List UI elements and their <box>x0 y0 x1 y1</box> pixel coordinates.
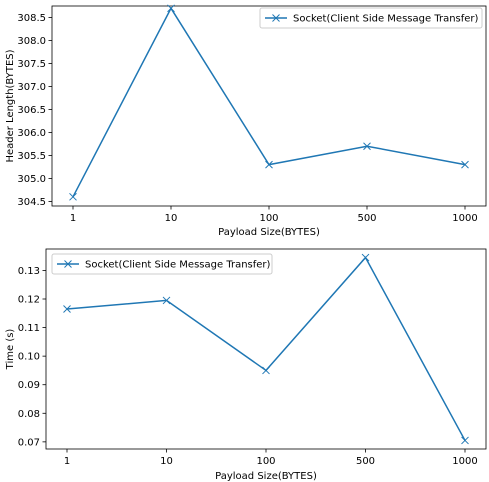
chart-header-length: 1 10 100 500 1000 304.5 305.0 305.5 306.0 306.5 30… <box>5 4 487 238</box>
legend-label: Socket(Client Side Message Transfer) <box>85 260 271 271</box>
x-tick-label: 100 <box>259 213 278 224</box>
y-tick-label: 0.13 <box>18 266 40 277</box>
chart-time: 1 10 100 500 1000 0.07 0.08 0.09 0.10 0.11 0.12 0.1… <box>5 248 487 482</box>
y-tick-label: 0.10 <box>18 352 40 363</box>
y-tick-label: 305.0 <box>17 174 46 185</box>
y-tick-label: 0.12 <box>18 295 40 306</box>
data-point-marker <box>69 192 77 201</box>
x-axis-label: Payload Size(BYTES) <box>218 227 320 238</box>
legend-marker <box>64 260 72 268</box>
legend-box <box>51 253 273 275</box>
legend: Socket(Client Side Message Transfer) <box>259 7 483 29</box>
data-point-marker <box>461 160 469 169</box>
y-tick-label: 306.0 <box>17 128 46 139</box>
x-tick-label: 10 <box>160 456 173 467</box>
series-line <box>72 6 466 198</box>
x-tick-label: 10 <box>165 213 178 224</box>
data-point-marker <box>361 253 370 262</box>
x-tick-label: 100 <box>256 456 275 467</box>
legend-marker <box>272 14 280 22</box>
y-tick-label: 305.5 <box>17 151 46 162</box>
y-tick-label: 304.5 <box>17 197 46 208</box>
y-tick-label: 0.08 <box>18 409 40 420</box>
data-point-marker <box>265 160 273 169</box>
data-point-marker <box>167 4 175 13</box>
x-tick-label: 1000 <box>452 213 477 224</box>
series-line <box>66 256 466 441</box>
x-tick-label: 1 <box>64 456 70 467</box>
y-tick-label: 306.5 <box>17 105 46 116</box>
data-point-marker <box>162 296 171 305</box>
x-tick-label: 500 <box>356 456 375 467</box>
y-axis-label: Header Length(BYTES) <box>5 49 16 162</box>
y-tick-label: 307.0 <box>17 82 46 93</box>
legend: Socket(Client Side Message Transfer) <box>51 253 273 275</box>
y-tick-label: 308.5 <box>17 13 46 24</box>
y-tick-label: 307.5 <box>17 59 46 70</box>
axes-frame <box>45 248 487 450</box>
axes-frame <box>51 5 487 207</box>
x-tick-label: 1 <box>70 213 76 224</box>
y-tick-label: 0.07 <box>18 437 40 448</box>
x-tick-label: 500 <box>357 213 376 224</box>
y-tick-label: 0.11 <box>18 323 40 334</box>
legend-label: Socket(Client Side Message Transfer) <box>293 14 479 25</box>
data-point-marker <box>262 366 270 375</box>
y-tick-label: 0.09 <box>18 380 40 391</box>
legend-box <box>259 7 483 29</box>
data-point-marker <box>63 305 71 313</box>
x-axis-label: Payload Size(BYTES) <box>215 471 317 482</box>
data-point-marker <box>461 436 469 445</box>
data-point-marker <box>363 142 371 151</box>
y-axis-label: Time (s) <box>5 329 16 371</box>
x-tick-label: 1000 <box>452 456 477 467</box>
y-tick-label: 308.0 <box>17 36 46 47</box>
